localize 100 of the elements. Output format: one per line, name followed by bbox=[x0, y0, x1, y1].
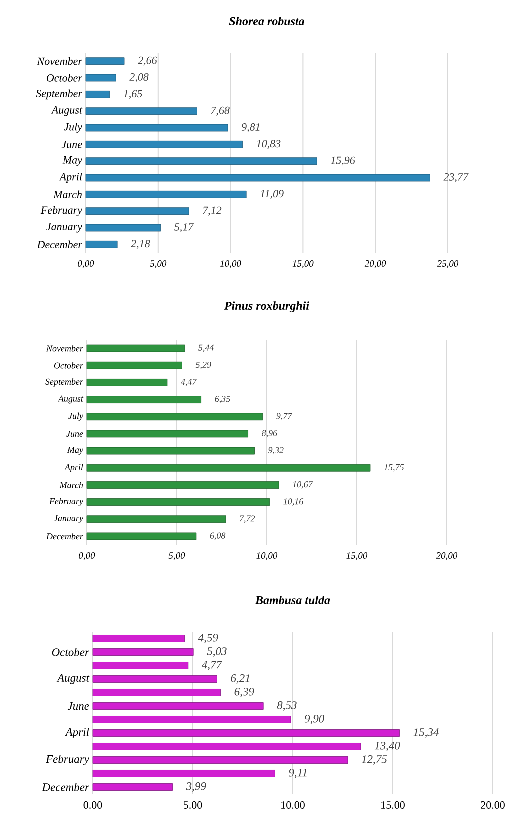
bar bbox=[92, 730, 400, 737]
data-label: 9,32 bbox=[268, 447, 284, 455]
x-tick-label: 5,00 bbox=[150, 260, 167, 268]
x-tick-label: 0,00 bbox=[78, 260, 94, 268]
chart-title: Pinus roxburghii bbox=[224, 302, 310, 312]
x-tick-label: 20,00 bbox=[364, 260, 386, 268]
bar bbox=[92, 635, 185, 642]
data-label: 12,75 bbox=[362, 756, 388, 765]
bar bbox=[92, 756, 348, 764]
data-label: 4,47 bbox=[181, 379, 198, 386]
data-label: 7,72 bbox=[240, 516, 256, 524]
data-label: 6,39 bbox=[234, 688, 254, 698]
y-tick-label: February bbox=[49, 498, 84, 506]
bar bbox=[92, 770, 276, 778]
data-label: 10,67 bbox=[292, 482, 314, 489]
bar bbox=[86, 447, 255, 455]
data-label: 6,08 bbox=[210, 532, 226, 540]
y-tick-label: November bbox=[37, 57, 82, 66]
x-tick-label: 10,00 bbox=[256, 552, 278, 560]
y-tick-label: October bbox=[52, 648, 90, 656]
data-label: 10,16 bbox=[284, 498, 304, 506]
data-label: 2,08 bbox=[130, 74, 149, 83]
data-label: 8,53 bbox=[277, 702, 297, 711]
data-label: 1,65 bbox=[124, 90, 142, 100]
data-label: 5,17 bbox=[174, 224, 194, 232]
bar bbox=[92, 676, 218, 683]
y-tick-label: January bbox=[46, 223, 82, 233]
bar bbox=[86, 344, 186, 352]
x-tick-label: 25,00 bbox=[437, 260, 459, 268]
x-tick-label: 10,00 bbox=[220, 260, 242, 268]
y-tick-label: June bbox=[68, 702, 90, 710]
data-label: 7,12 bbox=[203, 206, 222, 216]
data-label: 2,18 bbox=[131, 240, 150, 250]
y-tick-label: December bbox=[37, 240, 82, 249]
data-label: 15,34 bbox=[414, 728, 439, 738]
y-tick-label: April bbox=[64, 464, 84, 472]
bar bbox=[92, 662, 189, 670]
bar bbox=[86, 464, 371, 472]
data-label: 15,75 bbox=[384, 464, 404, 472]
bar bbox=[92, 784, 173, 791]
x-tick-label: 20,00 bbox=[436, 552, 458, 560]
data-label: 23,77 bbox=[444, 174, 469, 182]
bar bbox=[86, 516, 226, 524]
y-tick-label: December bbox=[42, 783, 90, 792]
bar bbox=[92, 689, 221, 696]
bar bbox=[86, 74, 116, 82]
y-tick-label: October bbox=[54, 362, 84, 369]
y-tick-label: September bbox=[36, 90, 82, 100]
y-tick-label: June bbox=[66, 430, 84, 437]
bar bbox=[86, 140, 244, 148]
y-tick-label: August bbox=[56, 674, 90, 684]
bar bbox=[92, 648, 194, 656]
bar bbox=[86, 532, 197, 540]
bar bbox=[86, 498, 270, 506]
data-label: 9,81 bbox=[242, 124, 260, 133]
data-label: 10,83 bbox=[256, 140, 281, 150]
data-label: 3,99 bbox=[186, 782, 206, 792]
bar bbox=[86, 174, 430, 182]
bar bbox=[86, 108, 198, 116]
x-tick-label: 5.00 bbox=[184, 802, 202, 809]
bar bbox=[86, 158, 318, 166]
data-label: 8,96 bbox=[262, 430, 278, 438]
y-tick-label: July bbox=[68, 412, 84, 421]
x-tick-label: 20.00 bbox=[481, 802, 505, 809]
y-tick-label: August bbox=[51, 106, 83, 116]
y-tick-label: May bbox=[62, 156, 82, 166]
x-tick-label: 15,00 bbox=[292, 260, 314, 268]
data-label: 9,90 bbox=[304, 715, 324, 724]
bar bbox=[86, 362, 182, 370]
data-label: 11,09 bbox=[260, 190, 284, 200]
data-label: 6,35 bbox=[215, 396, 230, 404]
bar bbox=[92, 716, 292, 724]
y-tick-label: April bbox=[65, 728, 90, 738]
y-tick-label: July bbox=[64, 123, 82, 133]
y-tick-label: March bbox=[60, 482, 84, 488]
y-tick-label: February bbox=[46, 755, 90, 766]
chart-title: Bambusa tulda bbox=[255, 596, 330, 604]
data-label: 15,96 bbox=[331, 156, 356, 166]
data-label: 6,21 bbox=[231, 674, 250, 684]
x-tick-label: 0.00 bbox=[84, 802, 102, 809]
chart-title: Shorea robusta bbox=[229, 17, 305, 26]
bar bbox=[86, 379, 168, 386]
y-tick-label: March bbox=[53, 190, 82, 199]
data-label: 7,68 bbox=[211, 106, 230, 116]
y-tick-label: September bbox=[46, 378, 84, 387]
bar bbox=[86, 124, 228, 132]
bar bbox=[86, 413, 264, 421]
bar bbox=[86, 224, 162, 232]
y-tick-label: May bbox=[67, 447, 84, 455]
x-tick-label: 10.00 bbox=[282, 802, 305, 809]
data-label: 9,11 bbox=[289, 769, 307, 778]
bar bbox=[86, 482, 280, 489]
x-tick-label: 15.00 bbox=[382, 802, 405, 809]
data-label: 13,40 bbox=[374, 742, 400, 752]
data-label: 5,03 bbox=[207, 648, 227, 657]
bar bbox=[92, 702, 264, 710]
y-tick-label: June bbox=[62, 141, 82, 148]
y-tick-label: February bbox=[40, 206, 82, 216]
data-label: 9,77 bbox=[276, 413, 292, 421]
x-tick-label: 5,00 bbox=[168, 552, 186, 560]
